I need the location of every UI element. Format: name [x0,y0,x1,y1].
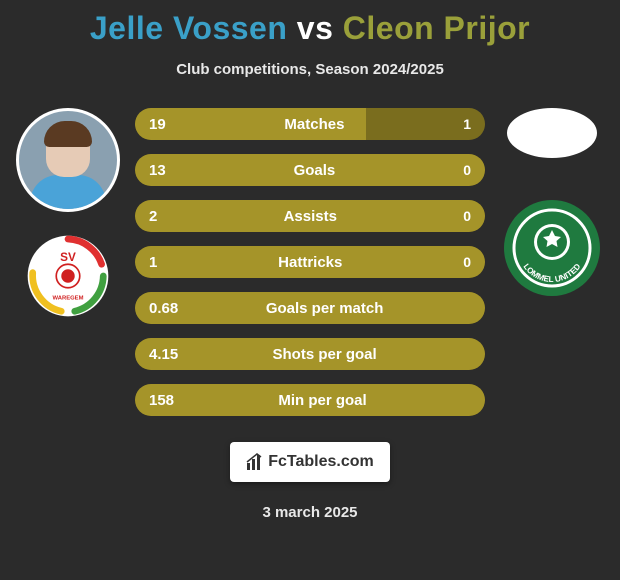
page-title: Jelle Vossen vs Cleon Prijor [0,0,620,47]
stat-left-value: 13 [149,162,166,179]
stat-left-value: 1 [149,254,157,271]
stat-label: Assists [284,208,337,225]
footer-brand-badge: FcTables.com [230,442,390,482]
stat-label: Goals [294,162,336,179]
stat-right-value: 0 [463,208,471,224]
stat-bar: 158 Min per goal [135,384,485,416]
stat-right-value: 0 [463,254,471,270]
footer-brand-text: FcTables.com [268,453,374,471]
right-column: LOMMEL UNITED [492,108,612,298]
stat-bars: 19 Matches 1 13 Goals 0 2 Assists 0 1 Hattricks 0 0.… [135,108,485,416]
player2-avatar [507,108,597,158]
date-text: 3 march 2025 [0,504,620,521]
stat-bar: 1 Hattricks 0 [135,246,485,278]
stat-bar: 19 Matches 1 [135,108,485,140]
stat-label: Hattricks [278,254,342,271]
player1-avatar [16,108,120,212]
left-column: SV WAREGEM [8,108,128,318]
svg-text:WAREGEM: WAREGEM [53,296,84,302]
chart-icon [246,453,264,471]
player2-club-badge: LOMMEL UNITED [502,198,602,298]
stat-left-value: 19 [149,116,166,133]
title-vs: vs [297,10,334,46]
player1-silhouette [28,119,108,212]
stat-bar: 0.68 Goals per match [135,292,485,324]
stat-left-value: 0.68 [149,300,178,317]
title-player2: Cleon Prijor [343,10,530,46]
svg-text:SV: SV [60,251,76,264]
title-player1: Jelle Vossen [90,10,288,46]
comparison-panel: SV WAREGEM LOMMEL UNITED 19 Matches 1 13 Goa… [0,108,620,416]
stat-right-value: 0 [463,162,471,178]
stat-label: Shots per goal [273,346,377,363]
stat-bar: 13 Goals 0 [135,154,485,186]
stat-left-value: 158 [149,392,174,409]
stat-left-value: 4.15 [149,346,178,363]
stat-label: Goals per match [266,300,384,317]
stat-bar: 4.15 Shots per goal [135,338,485,370]
subtitle: Club competitions, Season 2024/2025 [0,61,620,78]
stat-label: Matches [284,116,344,133]
player1-club-badge: SV WAREGEM [26,234,110,318]
stat-label: Min per goal [278,392,366,409]
stat-left-value: 2 [149,208,157,225]
stat-bar: 2 Assists 0 [135,200,485,232]
stat-right-value: 1 [463,116,471,132]
